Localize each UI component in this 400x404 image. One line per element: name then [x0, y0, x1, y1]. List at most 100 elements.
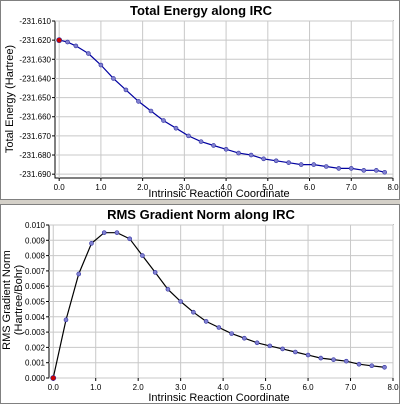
y-tick-label: -231.610 [19, 17, 51, 26]
data-point [203, 319, 209, 324]
y-tick-label: 0.009 [25, 236, 46, 245]
x-tick-label: 6.0 [304, 183, 316, 192]
gradient-chart: RMS Gradient Norm along IRC Intrinsic Re… [1, 207, 399, 403]
data-point [186, 133, 191, 139]
x-tick-label: 8.0 [387, 183, 399, 192]
data-point [63, 317, 69, 323]
gradient-grid [49, 224, 394, 379]
data-point [298, 162, 304, 167]
y-tick-label: 0.010 [25, 221, 46, 230]
x-tick-label: 0.0 [48, 383, 60, 392]
y-tick-label: 0.005 [25, 298, 46, 307]
data-point [86, 51, 91, 56]
energy-plot-area [54, 20, 394, 179]
data-point [211, 143, 216, 148]
data-point [236, 150, 241, 156]
x-tick-label: 1.0 [90, 383, 102, 392]
x-tick-label: 3.0 [175, 383, 187, 392]
energy-series [56, 37, 387, 175]
y-tick-label: -231.690 [19, 170, 51, 179]
data-point [152, 270, 158, 275]
gradient-y-axis-label-line1: RMS Gradient Norm [1, 250, 13, 350]
data-point [223, 146, 229, 152]
data-point [89, 241, 94, 246]
data-point [178, 299, 183, 304]
gradient-chart-title: RMS Gradient Norm along IRC [107, 207, 295, 222]
data-point [216, 325, 222, 330]
gradient-chart-panel: RMS Gradient Norm along IRC Intrinsic Re… [0, 204, 400, 404]
y-tick-label: 0.000 [25, 374, 46, 383]
y-tick-label: -231.620 [19, 36, 51, 45]
data-point [98, 62, 104, 68]
x-tick-label: 5.0 [262, 183, 274, 192]
data-point [336, 166, 342, 171]
y-tick-label: 0.002 [25, 343, 46, 352]
x-tick-label: 5.0 [260, 383, 272, 392]
data-point [173, 125, 179, 131]
data-point [382, 364, 387, 370]
data-point [65, 39, 70, 45]
data-point [254, 340, 260, 346]
series-line [59, 39, 385, 173]
data-point [323, 164, 329, 169]
data-point [229, 331, 234, 336]
energy-chart: Total Energy along IRC Intrinsic Reactio… [4, 3, 399, 199]
x-tick-label: 7.0 [346, 183, 358, 192]
x-tick-label: 4.0 [221, 183, 233, 192]
data-point [161, 118, 166, 123]
y-tick-label: 0.008 [25, 252, 46, 261]
x-tick-label: 1.0 [95, 183, 107, 192]
y-tick-label: -231.630 [19, 55, 51, 64]
data-point [374, 168, 379, 173]
x-tick-label: 6.0 [302, 383, 314, 392]
x-tick-label: 2.0 [133, 383, 145, 392]
data-point [331, 357, 336, 362]
data-point [356, 361, 362, 367]
gradient-x-axis-label: Intrinsic Reaction Coordinate [148, 392, 289, 403]
x-tick-label: 4.0 [218, 383, 230, 392]
data-point [123, 87, 129, 93]
data-point [286, 160, 291, 165]
y-tick-label: -231.650 [19, 94, 51, 103]
x-tick-label: 3.0 [179, 183, 191, 192]
data-point [261, 156, 266, 162]
gradient-ticks: 0.0 1.0 2.0 3.0 4.0 5.0 6.0 7.0 8.0 0.010 0.009 0.0… [25, 221, 399, 392]
energy-y-axis-label: Total Energy (Hartree) [4, 45, 16, 153]
gradient-y-axis-label-line2: (Hartree/Bohr) [13, 265, 25, 335]
gradient-series [50, 230, 387, 381]
data-point [111, 76, 116, 81]
data-point [343, 358, 349, 364]
data-point [198, 139, 204, 144]
data-point [148, 108, 154, 114]
y-tick-label: 0.001 [25, 359, 46, 368]
data-point [280, 346, 285, 352]
data-point [369, 363, 375, 369]
data-point [318, 355, 324, 361]
data-point [305, 352, 311, 358]
energy-chart-panel: Total Energy along IRC Intrinsic Reactio… [0, 0, 400, 200]
data-point [348, 166, 354, 171]
data-point [293, 349, 298, 355]
data-point [76, 271, 82, 277]
data-point [248, 152, 254, 158]
energy-ticks: 0.0 1.0 2.0 3.0 4.0 5.0 6.0 7.0 8.0 -231.610 -231.… [19, 17, 399, 192]
x-tick-label: 2.0 [137, 183, 149, 192]
y-tick-label: 0.007 [25, 267, 46, 276]
y-tick-label: -231.660 [19, 113, 51, 122]
data-point [191, 309, 196, 315]
y-tick-label: 0.004 [25, 313, 46, 322]
data-point [242, 335, 247, 341]
data-point [140, 253, 145, 258]
data-point [165, 286, 171, 292]
data-point [273, 158, 279, 164]
data-point [127, 236, 132, 242]
data-point [382, 169, 387, 175]
x-tick-label: 8.0 [387, 383, 399, 392]
data-point [101, 230, 107, 235]
start-point-marker [56, 37, 63, 44]
data-point [311, 162, 317, 167]
data-point [114, 230, 120, 235]
y-tick-label: 0.006 [25, 282, 46, 291]
y-tick-label: -231.680 [19, 151, 51, 160]
data-point [136, 99, 141, 104]
